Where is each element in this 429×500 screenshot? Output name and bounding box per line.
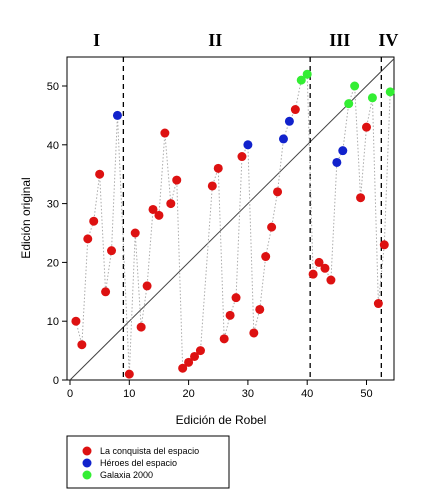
x-tick-label: 30	[242, 388, 254, 400]
data-point	[290, 105, 300, 115]
y-tick-label: 30	[47, 199, 59, 211]
data-point	[130, 228, 140, 238]
legend-marker-heroes	[82, 458, 92, 468]
data-point	[332, 157, 342, 167]
data-point	[373, 299, 383, 309]
data-point	[308, 269, 318, 279]
period-labels: I II III IV	[93, 30, 398, 50]
data-point	[219, 334, 229, 344]
legend-marker-galaxia	[82, 470, 92, 480]
data-point	[89, 216, 99, 226]
data-point	[190, 351, 200, 361]
data-point	[261, 252, 271, 262]
data-point	[166, 199, 176, 209]
data-point	[320, 263, 330, 273]
data-point	[314, 257, 324, 267]
data-point	[77, 340, 87, 350]
data-point	[124, 369, 134, 379]
data-point	[154, 210, 164, 220]
plot-area	[66, 56, 395, 381]
data-points	[71, 69, 395, 379]
data-point	[107, 246, 117, 256]
x-tick-label: 50	[360, 388, 372, 400]
data-point	[350, 81, 360, 91]
data-point	[112, 110, 122, 120]
data-point	[338, 146, 348, 156]
reference-line	[69, 58, 395, 381]
data-point	[225, 310, 235, 320]
data-point	[255, 304, 265, 314]
period-label: III	[329, 30, 350, 50]
y-tick-label: 0	[53, 375, 59, 387]
data-point	[367, 93, 377, 103]
data-point	[356, 193, 366, 203]
data-point	[160, 128, 170, 138]
x-tick-label: 40	[301, 388, 313, 400]
data-point	[249, 328, 259, 338]
x-axis-label: Edición de Robel	[176, 413, 267, 427]
data-point	[184, 357, 194, 367]
data-point	[344, 99, 354, 109]
data-point	[326, 275, 336, 285]
y-tick-label: 20	[47, 257, 59, 269]
data-point	[71, 316, 81, 326]
legend-label-conquista: La conquista del espacio	[100, 446, 199, 456]
data-point	[178, 363, 188, 373]
data-point	[136, 322, 146, 332]
x-tick-label: 0	[67, 388, 73, 400]
data-point	[101, 287, 111, 297]
data-point	[243, 140, 253, 150]
data-point	[302, 69, 312, 79]
data-point	[95, 169, 105, 179]
legend: La conquista del espacio Héroes del espa…	[66, 435, 230, 489]
data-point	[267, 222, 277, 232]
data-point	[83, 234, 93, 244]
data-point	[284, 116, 294, 126]
y-tick-label: 40	[47, 140, 59, 152]
legend-marker-conquista	[82, 446, 92, 456]
data-point	[273, 187, 283, 197]
legend-label-heroes: Héroes del espacio	[100, 458, 177, 468]
data-point	[296, 75, 306, 85]
data-point	[231, 293, 241, 303]
legend-box	[66, 435, 230, 489]
x-tick-label: 20	[182, 388, 194, 400]
data-point	[213, 163, 223, 173]
data-point	[142, 281, 152, 291]
data-point	[148, 204, 158, 214]
y-tick-label: 10	[47, 316, 59, 328]
period-label: IV	[378, 30, 398, 50]
data-point	[172, 175, 182, 185]
y-tick-label: 50	[47, 81, 59, 93]
axes: 0 10 20 30 40 50 0 10 20 30 40 50	[47, 81, 373, 400]
x-tick-label: 10	[123, 388, 135, 400]
data-point	[237, 152, 247, 162]
data-point	[379, 240, 389, 250]
data-point	[278, 134, 288, 144]
data-point	[385, 87, 395, 97]
data-point	[195, 346, 205, 356]
period-label: II	[208, 30, 222, 50]
period-label: I	[93, 30, 100, 50]
data-point	[207, 181, 217, 191]
legend-label-galaxia: Galaxia 2000	[100, 470, 153, 480]
data-point	[362, 122, 371, 132]
y-axis-label: Edición original	[19, 177, 33, 258]
connector-line	[75, 73, 391, 375]
